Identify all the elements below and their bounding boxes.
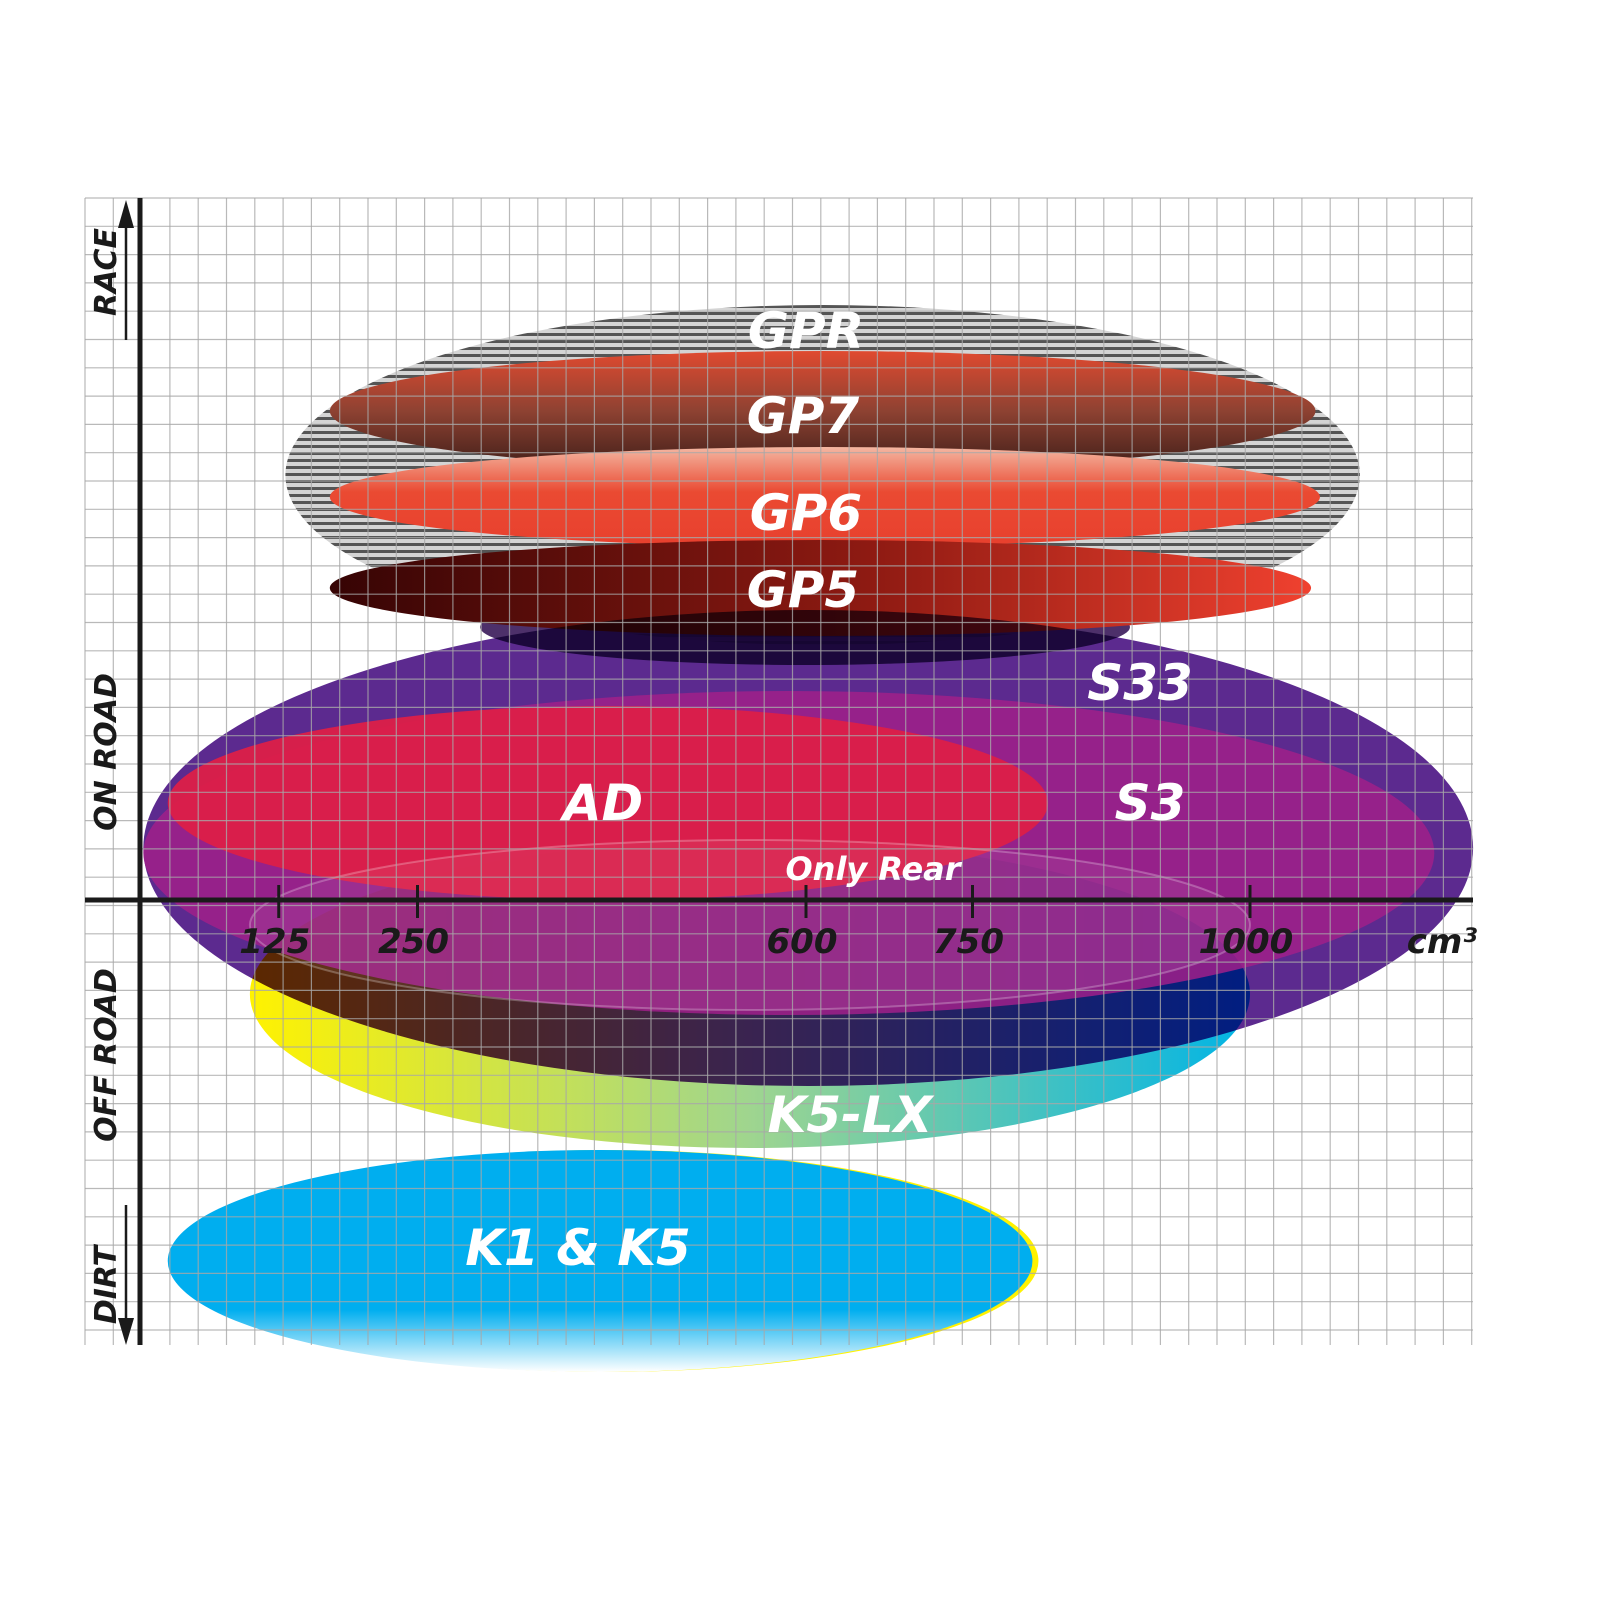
x-axis-unit: cm³ (1407, 922, 1478, 962)
y-category-race: RACE (89, 228, 124, 316)
x-tick-label: 750 (933, 922, 1004, 962)
label-s33: S33 (1087, 654, 1193, 712)
arrow-down-icon (118, 1318, 134, 1345)
label-gp5: GP5 (747, 561, 859, 619)
y-category-off-road: OFF ROAD (89, 968, 124, 1142)
x-tick-label: 1000 (1199, 922, 1294, 962)
arrow-up-icon (118, 200, 134, 228)
label-k1-k5: K1 & K5 (465, 1219, 691, 1277)
label-k5-lx: K5-LX (768, 1086, 935, 1144)
label-s3: S3 (1115, 774, 1186, 832)
ellipse-k1-k5 (167, 1150, 1033, 1372)
ellipse-only-rear (248, 839, 1251, 1011)
label-gpr: GPR (748, 302, 864, 360)
grid (84, 197, 1473, 1345)
ellipse-ad (167, 706, 1048, 900)
label-gp7: GP7 (747, 387, 860, 445)
ellipse-gp7 (329, 351, 1316, 471)
label-only-rear: Only Rear (785, 850, 962, 888)
y-category-dirt: DIRT (89, 1243, 124, 1324)
label-ad: AD (559, 774, 643, 832)
x-tick-label: 125 (239, 922, 310, 962)
ellipse-gp6 (329, 447, 1320, 547)
label-gp6: GP6 (750, 484, 862, 542)
x-tick-label: 250 (378, 922, 449, 962)
y-category-on-road: ON ROAD (89, 673, 124, 831)
x-tick-label: 600 (767, 922, 838, 962)
